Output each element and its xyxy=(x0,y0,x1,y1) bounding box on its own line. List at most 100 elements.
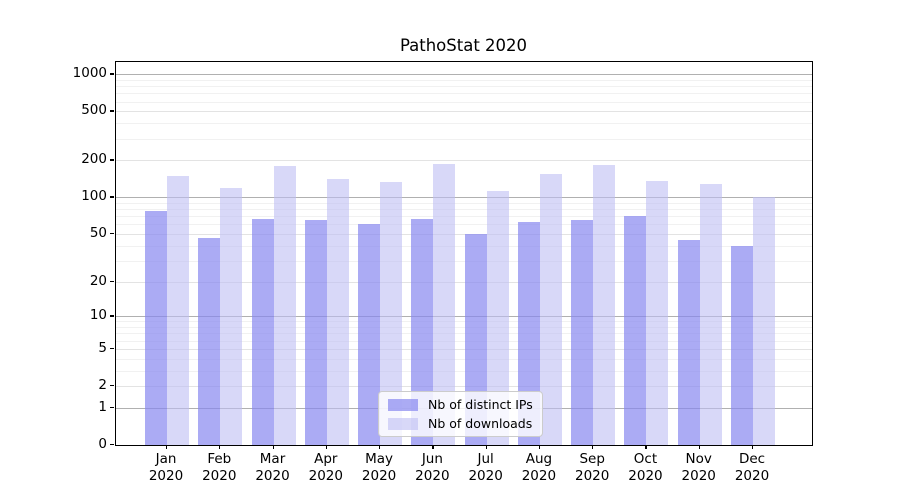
bar-downloads-oct xyxy=(646,181,669,445)
x-tick-mark xyxy=(272,445,274,449)
gridline-minor xyxy=(116,348,812,350)
x-tick-year: 2020 xyxy=(734,468,770,484)
gridline-minor xyxy=(116,160,812,162)
x-tick-mark xyxy=(592,445,594,449)
x-tick-mark xyxy=(538,445,541,449)
legend-item-downloads: Nb of downloads xyxy=(388,416,533,431)
y-tick-label: 10 xyxy=(89,307,107,324)
chart-title: PathoStat 2020 xyxy=(399,36,528,55)
x-tick-year: 2020 xyxy=(415,468,450,484)
bar-downloads-sep xyxy=(593,165,616,445)
bar-ips-dec xyxy=(731,245,753,445)
y-tick-mark xyxy=(110,315,114,317)
x-tick-year: 2020 xyxy=(308,468,343,484)
y-tick-mark xyxy=(110,347,114,350)
gridline-minor xyxy=(116,281,812,283)
x-tick-mark xyxy=(325,445,327,449)
x-tick-label-sep: Sep 2020 xyxy=(557,451,627,485)
y-tick-mark xyxy=(110,444,114,446)
gridline-minor xyxy=(116,234,812,236)
x-tick-mark xyxy=(752,445,754,449)
bar-ips-apr xyxy=(304,220,327,445)
bar-downloads-jun xyxy=(433,164,456,445)
y-tick-label: 2 xyxy=(98,377,107,394)
y-tick-label: 0 xyxy=(98,436,107,452)
y-tick-label: 50 xyxy=(89,225,107,242)
bar-downloads-feb xyxy=(220,187,243,445)
x-tick-label-jul: Jul 2020 xyxy=(451,451,521,485)
legend-swatch-distinct-ips xyxy=(388,398,418,411)
bar-downloads-dec xyxy=(753,197,775,445)
x-tick-year: 2020 xyxy=(628,468,663,484)
x-tick-year: 2020 xyxy=(202,468,237,484)
x-tick-year: 2020 xyxy=(681,468,716,484)
gridline-major xyxy=(116,74,812,76)
gridline-minor xyxy=(116,327,812,329)
bar-downloads-jan xyxy=(167,175,189,445)
bar-ips-aug xyxy=(517,221,540,445)
x-tick-label-dec: Dec 2020 xyxy=(717,451,787,485)
gridline-minor xyxy=(116,138,812,140)
x-tick-label-apr: Apr 2020 xyxy=(291,451,361,485)
legend: Nb of distinct IPs Nb of downloads xyxy=(378,391,543,437)
x-tick-mark xyxy=(379,445,381,449)
y-tick-mark xyxy=(110,73,114,75)
gridline-minor xyxy=(116,386,812,388)
y-tick-label: 200 xyxy=(81,151,107,168)
x-tick-mark xyxy=(166,445,168,449)
y-tick-label: 100 xyxy=(81,188,107,205)
gridline-minor xyxy=(116,340,812,342)
x-tick-mark xyxy=(219,445,221,449)
x-tick-label-jan: Jan 2020 xyxy=(131,451,201,485)
y-tick-mark xyxy=(110,196,114,198)
bar-ips-feb xyxy=(198,238,221,445)
bar-ips-may xyxy=(358,224,381,445)
legend-label-distinct-ips: Nb of distinct IPs xyxy=(428,397,533,412)
bar-downloads-may xyxy=(380,181,403,445)
y-tick-mark xyxy=(110,110,114,112)
x-tick-label-may: May 2020 xyxy=(344,451,414,485)
gridline-minor xyxy=(116,93,812,95)
bar-downloads-jul xyxy=(486,191,509,445)
y-tick-mark xyxy=(110,280,114,282)
gridline-minor xyxy=(116,245,812,247)
gridline-minor xyxy=(116,123,812,125)
bar-ips-oct xyxy=(624,216,647,445)
bar-downloads-mar xyxy=(273,166,296,445)
y-tick-label: 5 xyxy=(98,339,107,356)
y-tick-mark xyxy=(110,406,114,408)
gridline-major xyxy=(116,316,812,318)
legend-label-downloads: Nb of downloads xyxy=(428,416,533,431)
legend-item-distinct-ips: Nb of distinct IPs xyxy=(388,397,533,412)
bar-ips-jan xyxy=(145,210,167,445)
y-tick-label: 1000 xyxy=(72,65,107,82)
gridline-minor xyxy=(116,358,812,360)
bar-downloads-nov xyxy=(699,184,722,445)
plot-area xyxy=(115,61,813,446)
x-tick-year: 2020 xyxy=(361,468,397,484)
gridline-minor xyxy=(116,101,812,103)
gridline-minor xyxy=(116,111,812,113)
x-tick-label-jun: Jun 2020 xyxy=(397,451,467,485)
y-tick-mark xyxy=(110,159,114,161)
gridline-minor xyxy=(116,224,812,226)
x-tick-label-nov: Nov 2020 xyxy=(664,451,734,485)
x-tick-label-mar: Mar 2020 xyxy=(238,451,308,485)
x-tick-year: 2020 xyxy=(148,468,184,484)
x-tick-mark xyxy=(645,445,647,449)
bar-ips-mar xyxy=(251,219,274,445)
y-tick-label: 1 xyxy=(98,398,107,415)
legend-swatch-downloads xyxy=(388,417,418,430)
x-tick-year: 2020 xyxy=(574,468,610,484)
gridline-minor xyxy=(116,260,812,262)
x-tick-mark xyxy=(485,445,487,449)
bar-ips-nov xyxy=(677,239,700,445)
gridline-minor xyxy=(116,79,812,81)
bar-downloads-aug xyxy=(539,173,562,445)
bar-downloads-apr xyxy=(326,179,349,445)
y-tick-mark xyxy=(110,385,114,387)
bar-ips-sep xyxy=(571,220,594,445)
gridline-minor xyxy=(116,86,812,88)
gridline-minor xyxy=(116,333,812,335)
gridline-minor xyxy=(116,216,812,218)
